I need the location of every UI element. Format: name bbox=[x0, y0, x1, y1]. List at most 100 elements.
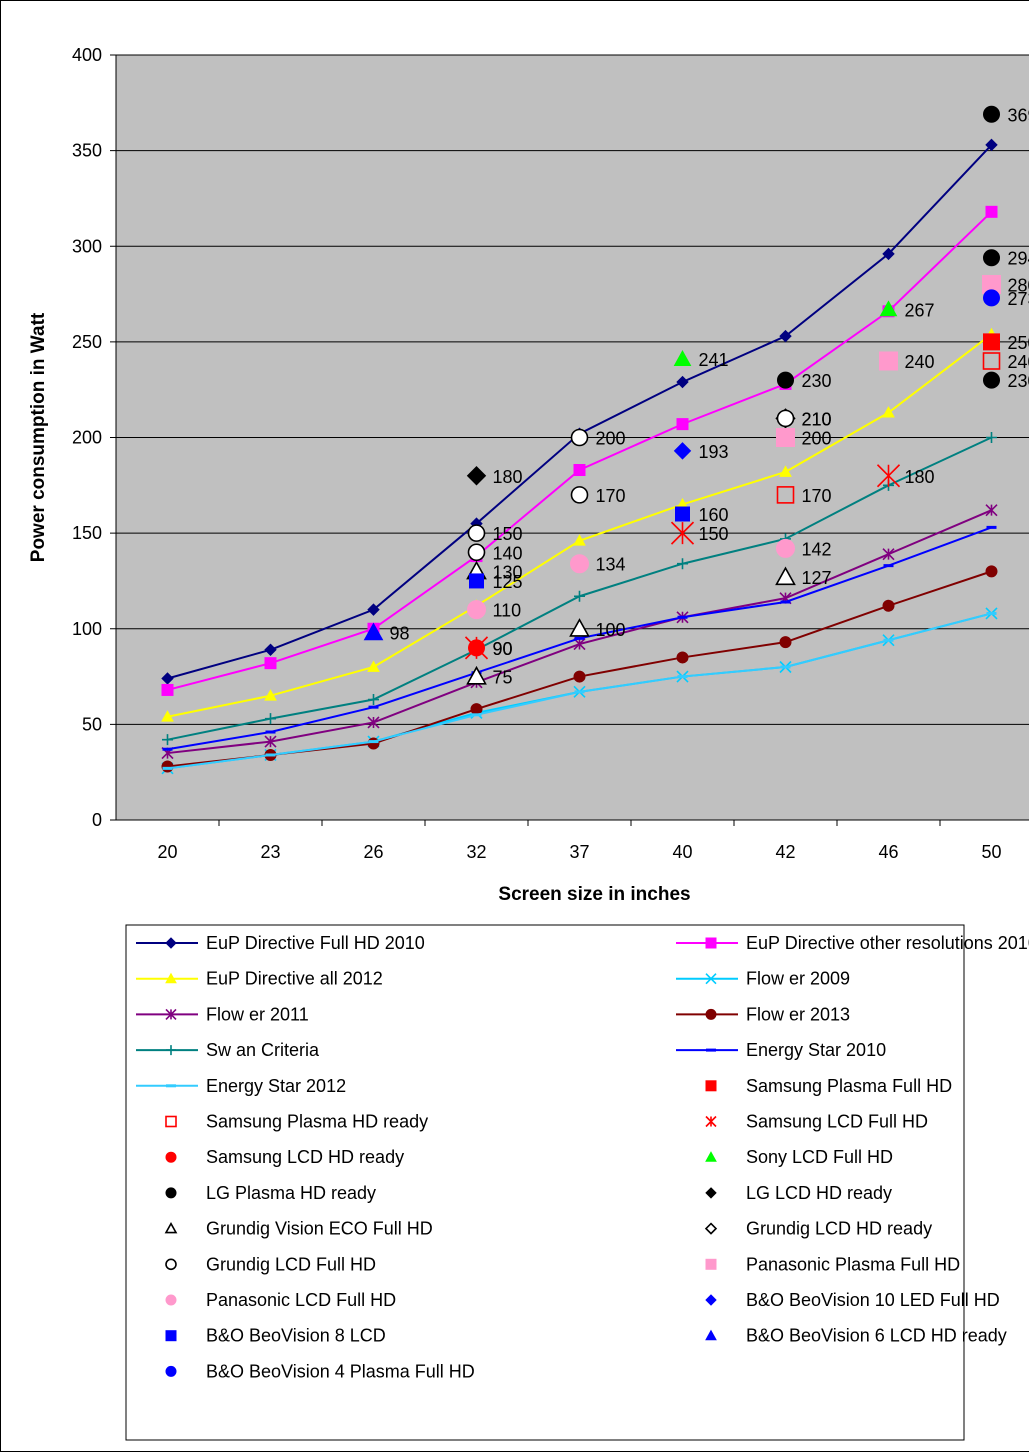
series-point bbox=[162, 734, 173, 746]
legend-marker bbox=[165, 1187, 177, 1199]
data-point bbox=[983, 249, 1000, 267]
legend-marker bbox=[165, 972, 177, 984]
series-point bbox=[986, 611, 997, 615]
legend-marker bbox=[704, 1222, 718, 1235]
series-point bbox=[882, 247, 895, 261]
legend-item: Sw an Criteria bbox=[136, 1040, 320, 1060]
legend-label: B&O BeoVision 6 LCD HD ready bbox=[746, 1326, 1007, 1346]
legend-label: Grundig Vision ECO Full HD bbox=[206, 1219, 433, 1239]
data-label: 160 bbox=[699, 505, 729, 525]
legend-marker bbox=[165, 1365, 177, 1377]
data-label: 134 bbox=[596, 555, 626, 575]
series-point bbox=[677, 615, 688, 619]
series-point bbox=[985, 138, 998, 152]
data-label: 140 bbox=[493, 543, 523, 563]
legend-item: Sony LCD Full HD bbox=[705, 1147, 893, 1167]
data-label: 98 bbox=[390, 624, 410, 644]
x-tick-label: 42 bbox=[775, 842, 795, 862]
data-point bbox=[876, 464, 901, 488]
series-point bbox=[779, 636, 792, 649]
data-label: 230 bbox=[802, 371, 832, 391]
legend-marker bbox=[165, 1258, 177, 1271]
legend-item: Grundig LCD HD ready bbox=[704, 1219, 932, 1239]
legend bbox=[125, 924, 965, 1441]
data-point bbox=[775, 566, 796, 586]
data-label: 230 bbox=[1008, 371, 1029, 391]
legend-marker bbox=[705, 1187, 717, 1199]
series-point bbox=[368, 705, 379, 709]
legend-marker bbox=[166, 1045, 176, 1056]
series-point bbox=[264, 657, 277, 670]
legend-marker bbox=[165, 1330, 177, 1342]
legend-item: Samsung Plasma HD ready bbox=[165, 1112, 428, 1132]
x-tick-label: 26 bbox=[363, 842, 383, 862]
data-label: 130 bbox=[493, 562, 523, 582]
legend-marker bbox=[165, 1008, 177, 1020]
y-tick-label: 50 bbox=[82, 714, 102, 734]
data-label: 125 bbox=[493, 572, 523, 592]
series-point bbox=[985, 504, 998, 517]
x-tick-label: 50 bbox=[981, 842, 1001, 862]
data-point bbox=[570, 486, 589, 504]
data-label: 90 bbox=[493, 639, 513, 659]
legend-item: LG Plasma HD ready bbox=[165, 1183, 376, 1203]
series-point bbox=[882, 599, 895, 612]
legend-marker bbox=[705, 1151, 717, 1162]
legend-label: Samsung LCD Full HD bbox=[746, 1112, 928, 1132]
series-point bbox=[368, 740, 379, 744]
legend-label: B&O BeoVision 8 LCD bbox=[206, 1326, 386, 1346]
legend-marker bbox=[165, 937, 177, 949]
data-point bbox=[776, 538, 795, 558]
legend-label: Flow er 2011 bbox=[206, 1004, 309, 1024]
series-point bbox=[367, 660, 380, 672]
y-axis-title: Power consumption in Watt bbox=[28, 312, 49, 562]
series-point bbox=[986, 432, 997, 443]
series-point bbox=[162, 766, 173, 770]
data-point bbox=[983, 105, 1000, 123]
x-tick-label: 20 bbox=[157, 842, 177, 862]
series-point bbox=[574, 690, 585, 694]
series-point bbox=[573, 464, 586, 477]
legend-item: Flow er 2011 bbox=[136, 1004, 309, 1024]
series-point bbox=[264, 735, 277, 748]
data-label: 180 bbox=[905, 467, 935, 487]
data-point bbox=[670, 521, 695, 545]
series-point bbox=[161, 760, 174, 773]
legend-marker bbox=[165, 1151, 177, 1163]
legend-marker bbox=[705, 1008, 717, 1020]
legend-item: EuP Directive Full HD 2010 bbox=[136, 933, 425, 953]
legend-item: LG LCD HD ready bbox=[705, 1183, 892, 1203]
plot-marks: 2501702409015018090241267230369294230180… bbox=[161, 105, 1029, 775]
legend-label: Energy Star 2012 bbox=[206, 1076, 346, 1096]
legend-label: Samsung Plasma Full HD bbox=[746, 1076, 952, 1096]
series-point bbox=[677, 558, 688, 570]
legend-item: Grundig LCD Full HD bbox=[165, 1254, 376, 1274]
data-label: 240 bbox=[1008, 352, 1029, 372]
data-label: 193 bbox=[699, 442, 729, 462]
data-point bbox=[983, 371, 1000, 389]
series-point bbox=[368, 694, 379, 706]
series-point bbox=[162, 747, 173, 751]
legend-label: LG Plasma HD ready bbox=[206, 1183, 376, 1203]
data-point bbox=[675, 506, 690, 522]
data-label: 170 bbox=[596, 486, 626, 506]
data-label: 180 bbox=[493, 467, 523, 487]
legend-marker bbox=[705, 1115, 717, 1128]
x-tick-label: 32 bbox=[466, 842, 486, 862]
y-tick-label: 100 bbox=[72, 619, 102, 639]
y-tick-label: 0 bbox=[92, 810, 102, 830]
legend-marker bbox=[165, 1115, 177, 1128]
x-axis-title: Screen size in inches bbox=[498, 884, 690, 905]
legend-label: B&O BeoVision 4 Plasma Full HD bbox=[206, 1361, 475, 1381]
data-label: 127 bbox=[802, 568, 832, 588]
data-point bbox=[983, 289, 1000, 307]
data-label: 150 bbox=[493, 524, 523, 544]
series-point bbox=[265, 713, 276, 725]
y-tick-label: 350 bbox=[72, 141, 102, 161]
legend-item: EuP Directive all 2012 bbox=[136, 969, 383, 989]
data-point bbox=[776, 486, 795, 504]
legend-item: B&O BeoVision 4 Plasma Full HD bbox=[165, 1361, 475, 1381]
legend-item: Samsung LCD Full HD bbox=[705, 1112, 928, 1132]
legend-marker bbox=[166, 1084, 176, 1088]
data-label: 75 bbox=[493, 668, 513, 688]
